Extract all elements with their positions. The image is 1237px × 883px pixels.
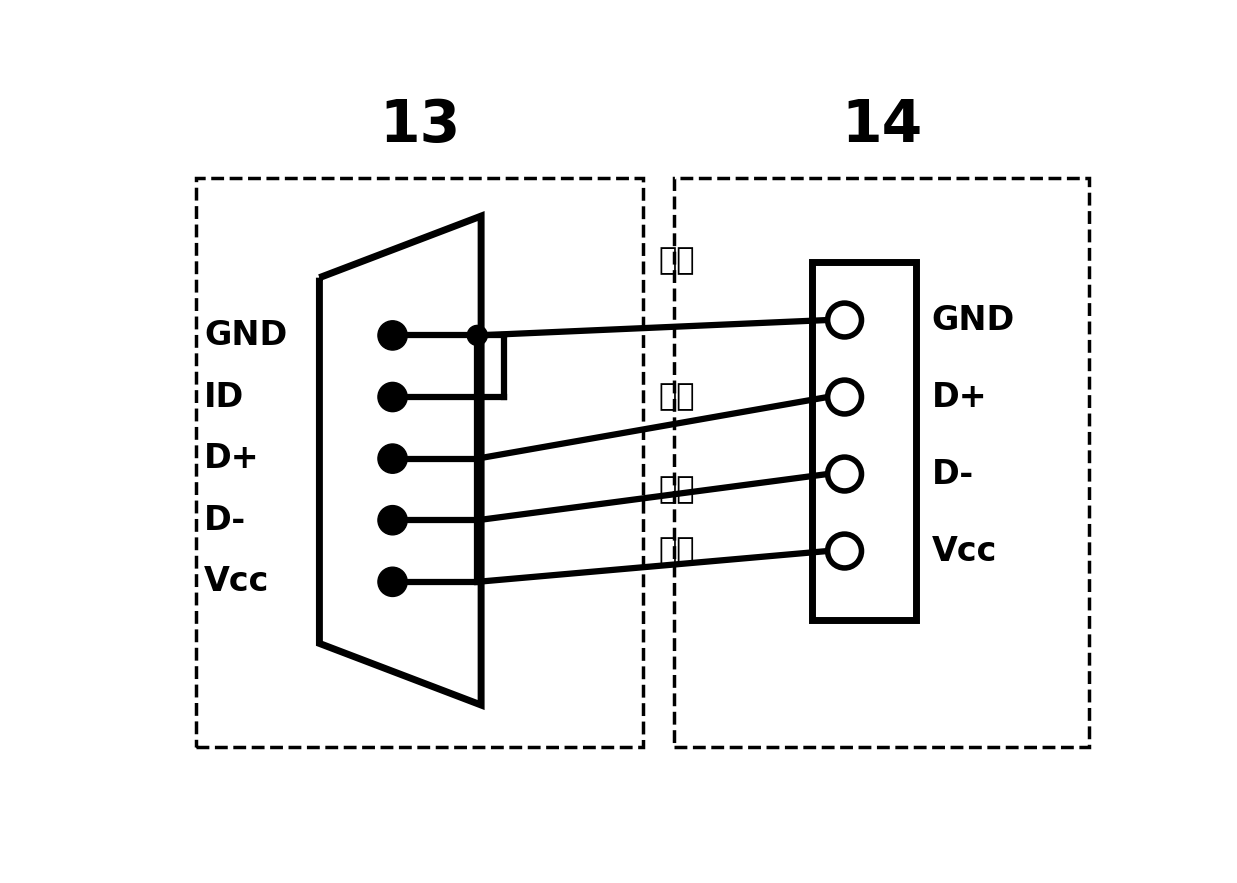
Circle shape — [379, 506, 407, 535]
Text: GND: GND — [931, 304, 1014, 336]
Text: 红线: 红线 — [658, 537, 695, 565]
Circle shape — [379, 382, 407, 411]
Text: D+: D+ — [931, 381, 987, 413]
Text: D-: D- — [204, 503, 246, 537]
Text: Vcc: Vcc — [931, 534, 997, 568]
Circle shape — [828, 534, 861, 568]
Circle shape — [828, 303, 861, 337]
Text: Vcc: Vcc — [204, 565, 270, 599]
Text: 绻线: 绻线 — [658, 382, 695, 411]
Text: 13: 13 — [379, 97, 460, 155]
Bar — [674, 177, 1090, 747]
Bar — [197, 177, 643, 747]
Circle shape — [828, 380, 861, 414]
Text: 白线: 白线 — [658, 475, 695, 504]
Text: D+: D+ — [204, 442, 260, 475]
Circle shape — [379, 567, 407, 596]
Text: 黑线: 黑线 — [658, 245, 695, 275]
Text: D-: D- — [931, 457, 974, 491]
Circle shape — [379, 444, 407, 473]
Text: GND: GND — [204, 319, 287, 352]
Circle shape — [379, 321, 407, 350]
Text: ID: ID — [204, 381, 244, 413]
Text: 14: 14 — [841, 97, 922, 155]
Circle shape — [468, 326, 487, 345]
Circle shape — [828, 457, 861, 491]
Bar — [813, 262, 917, 621]
